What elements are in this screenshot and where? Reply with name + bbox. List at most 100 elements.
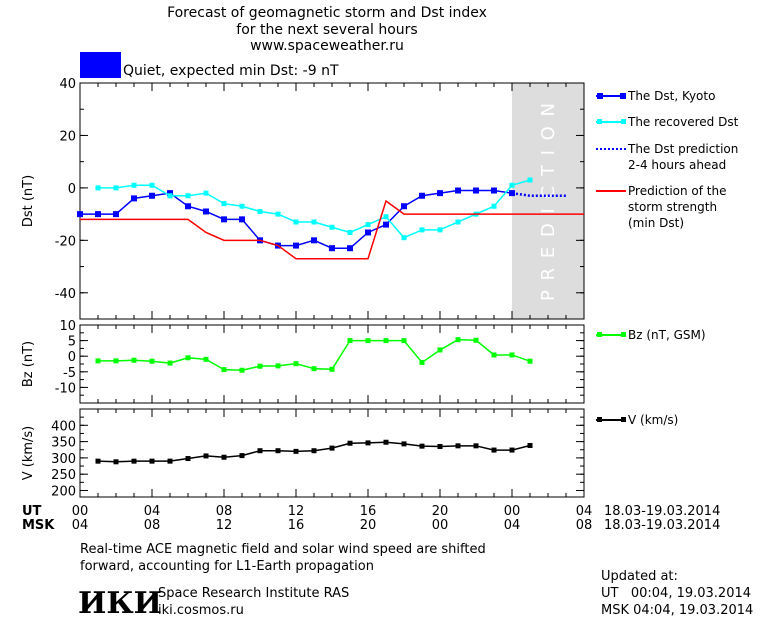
- data-point-v-0: [329, 445, 335, 451]
- y-tick-label-bz: 5: [68, 335, 76, 350]
- series-line-dst-3: [80, 199, 584, 260]
- legend-dst-kyoto-label: The Dst, Kyoto: [627, 89, 715, 103]
- msk-tick-label: 04: [72, 518, 89, 533]
- data-point-bz-0: [95, 358, 101, 364]
- msk-tick-label: 04: [504, 518, 521, 533]
- data-point-dst-0: [203, 208, 209, 215]
- note-line-2: forward, accounting for L1-Earth propaga…: [80, 559, 374, 574]
- data-point-dst-0: [455, 187, 461, 194]
- data-point-dst-0: [401, 203, 407, 210]
- data-point-dst-1: [239, 203, 245, 209]
- data-point-bz-0: [311, 366, 317, 372]
- data-point-dst-0: [131, 195, 137, 202]
- data-point-v-0: [239, 453, 245, 459]
- data-point-dst-1: [401, 235, 407, 241]
- data-point-v-0: [257, 448, 263, 454]
- data-point-bz-0: [455, 337, 461, 343]
- y-tick-label-v: 250: [51, 468, 76, 483]
- data-point-bz-0: [473, 337, 479, 343]
- data-point-v-0: [509, 447, 515, 453]
- data-point-dst-0: [95, 211, 101, 218]
- y-axis-label-v: V (km/s): [21, 426, 36, 481]
- data-point-bz-0: [203, 356, 209, 362]
- data-point-dst-1: [131, 182, 137, 188]
- data-point-v-0: [275, 448, 281, 454]
- data-point-v-0: [437, 443, 443, 449]
- data-point-dst-1: [167, 193, 173, 199]
- data-point-dst-1: [311, 219, 317, 225]
- ut-tick-label: 00: [504, 504, 521, 519]
- data-point-bz-0: [419, 359, 425, 365]
- date-range-ut: 18.03-19.03.2014: [604, 504, 720, 519]
- data-point-v-0: [455, 443, 461, 449]
- y-tick-label-v: 400: [51, 419, 76, 434]
- data-point-v-0: [221, 454, 227, 460]
- title-line-1: Forecast of geomagnetic storm and Dst in…: [167, 5, 487, 21]
- data-point-bz-0: [293, 361, 299, 367]
- data-point-dst-0: [311, 237, 317, 244]
- data-point-bz-0: [329, 366, 335, 372]
- msk-tick-label: 08: [144, 518, 161, 533]
- y-tick-label-dst: 20: [59, 129, 76, 144]
- data-point-dst-0: [365, 229, 371, 236]
- institute-site[interactable]: iki.cosmos.ru: [158, 603, 244, 618]
- legend-line-text: storm strength: [628, 200, 717, 214]
- panel-frame-dst: [79, 82, 585, 320]
- ut-tick-label: 04: [144, 504, 161, 519]
- legend-v: V (km/s): [596, 413, 678, 427]
- data-point-dst-0: [185, 203, 191, 210]
- ut-tick-label: 00: [72, 504, 89, 519]
- data-point-dst-1: [347, 229, 353, 235]
- title-line-3: www.spaceweather.ru: [250, 38, 404, 54]
- series-line-dst-1: [98, 179, 531, 239]
- data-point-v-0: [113, 459, 119, 465]
- data-point-bz-0: [131, 357, 137, 363]
- y-tick-label-v: 350: [51, 436, 76, 451]
- data-point-v-0: [149, 458, 155, 464]
- y-tick-label-v: 200: [51, 484, 76, 499]
- data-point-dst-0: [383, 221, 389, 228]
- status-swatch: [80, 52, 121, 78]
- data-point-v-0: [347, 440, 353, 446]
- data-point-dst-1: [275, 211, 281, 217]
- title-line-2: for the next several hours: [236, 22, 417, 38]
- data-point-dst-0: [293, 242, 299, 249]
- data-point-bz-0: [509, 352, 515, 358]
- ut-tick-label: 16: [360, 504, 377, 519]
- data-point-v-0: [491, 447, 497, 453]
- y-tick-label-dst: -20: [55, 234, 76, 249]
- data-point-dst-1: [419, 227, 425, 233]
- data-point-bz-0: [239, 367, 245, 373]
- data-point-dst-1: [455, 219, 461, 225]
- ut-label: UT: [22, 504, 42, 519]
- data-point-dst-0: [239, 216, 245, 223]
- data-point-dst-0: [167, 190, 173, 197]
- institute-name: Space Research Institute RAS: [158, 586, 349, 601]
- data-point-dst-0: [221, 216, 227, 223]
- data-point-bz-0: [149, 358, 155, 364]
- legend-bz-marker-2: [621, 332, 626, 337]
- data-point-v-0: [203, 453, 209, 459]
- series-line-bz-0: [98, 338, 531, 371]
- legend-v-label: V (km/s): [628, 413, 678, 427]
- data-point-v-0: [383, 439, 389, 445]
- date-range-msk: 18.03-19.03.2014: [604, 518, 720, 533]
- panel-frame-bz: [79, 324, 585, 404]
- note-line-1: Real-time ACE magnetic field and solar w…: [80, 542, 486, 557]
- msk-tick-label: 20: [360, 518, 377, 533]
- series-line-dst-2: [511, 191, 566, 198]
- data-point-bz-0: [365, 338, 371, 344]
- prediction-label: P R E D I C T I O N: [538, 101, 559, 301]
- msk-tick-label: 16: [288, 518, 305, 533]
- legend-line-text: Prediction of the: [628, 184, 727, 198]
- data-point-v-0: [95, 458, 101, 464]
- legend-line-text: 2-4 hours ahead: [628, 158, 726, 172]
- data-point-v-0: [293, 448, 299, 454]
- data-point-bz-0: [401, 338, 407, 344]
- data-point-v-0: [167, 458, 173, 464]
- ut-tick-label: 20: [432, 504, 449, 519]
- legend-dst-kyoto-marker-2: [620, 93, 626, 99]
- msk-tick-label: 08: [576, 518, 593, 533]
- panel-frame-v: [79, 408, 585, 498]
